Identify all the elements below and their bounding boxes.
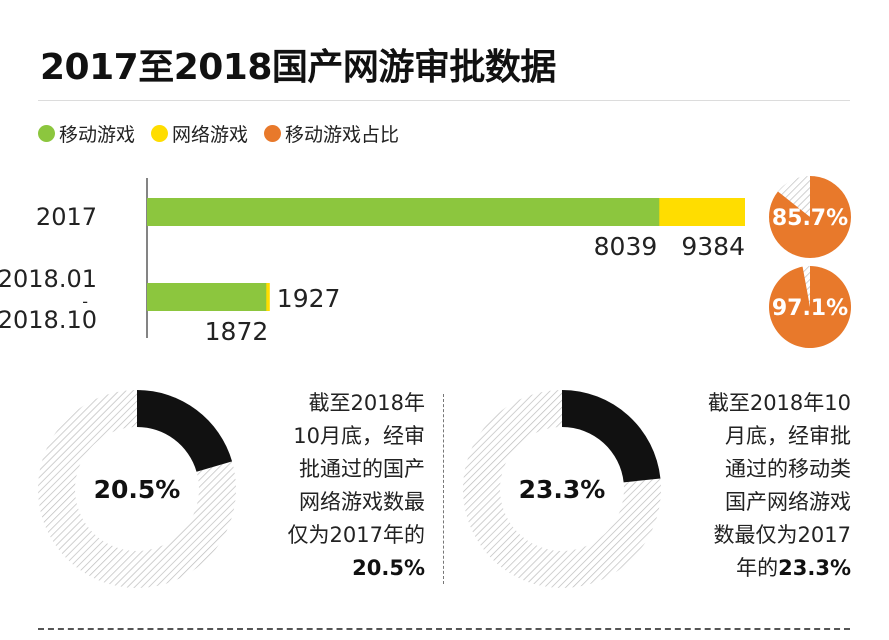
bar-mobile-1 bbox=[147, 198, 660, 226]
page-title: 2017至2018国产网游审批数据 bbox=[40, 47, 556, 88]
title-divider bbox=[38, 100, 850, 101]
legend-item-ratio: 移动游戏占比 bbox=[264, 120, 399, 147]
legend-item-online: 网络游戏 bbox=[151, 120, 248, 147]
donut-1-caption-line-4: 网络游戏数最 bbox=[299, 490, 425, 514]
donut-2-label: 23.3% bbox=[519, 475, 606, 504]
donut-2-caption-line-5: 数最仅为2017 bbox=[713, 523, 851, 547]
bottom-divider bbox=[38, 628, 850, 630]
donut-2-caption: 截至2018年10 月底，经审批 通过的移动类 国产网络游戏 数最仅为2017 … bbox=[708, 387, 851, 585]
legend-dot-online bbox=[151, 125, 169, 142]
donut-1-segment bbox=[137, 390, 233, 472]
category-label-2-1: 2018.01 bbox=[0, 265, 97, 293]
donut-2-caption-line-2: 月底，经审批 bbox=[725, 424, 851, 448]
category-label-2-2: - bbox=[82, 292, 88, 311]
legend-item-mobile: 移动游戏 bbox=[38, 120, 135, 147]
bar-chart: 2017 2018.01-2018.10 8039 9384 1927 1872 bbox=[0, 178, 745, 346]
value-label-mobile-1: 8039 bbox=[594, 232, 658, 261]
ratio-pie-slice-2 bbox=[768, 266, 851, 348]
donut-2-caption-line-3: 通过的移动类 bbox=[725, 457, 851, 481]
legend-label-mobile: 移动游戏 bbox=[59, 124, 136, 146]
ratio-pie-label-1: 85.7% bbox=[772, 206, 848, 231]
ratio-pie-label-2: 97.1% bbox=[772, 296, 848, 321]
donut-2-caption-bold: 23.3% bbox=[778, 556, 851, 580]
donut-1-caption-line-3: 批通过的国产 bbox=[299, 457, 425, 481]
donut-1-caption-line-2: 10月底，经审 bbox=[293, 424, 425, 448]
donut-2-caption-prefix: 年的 bbox=[736, 556, 779, 580]
donut-1-caption-line-5: 仅为2017年的 bbox=[287, 523, 425, 547]
legend-dot-mobile bbox=[38, 125, 55, 142]
value-label-online-2: 1927 bbox=[277, 284, 341, 313]
donut-charts: 20.5% 23.3% bbox=[38, 390, 661, 589]
legend-label-ratio: 移动游戏占比 bbox=[285, 124, 400, 146]
donut-2-caption-line-4: 国产网络游戏 bbox=[725, 490, 851, 514]
legend: 移动游戏 网络游戏 移动游戏占比 bbox=[38, 120, 399, 147]
donut-1-caption: 截至2018年 10月底，经审 批通过的国产 网络游戏数最 仅为2017年的 2… bbox=[288, 387, 425, 585]
category-label-2-3: 2018.10 bbox=[0, 306, 97, 334]
value-label-mobile-2: 1872 bbox=[205, 317, 269, 346]
donut-1-caption-bold: 20.5% bbox=[352, 556, 425, 580]
ratio-pies: 85.7% 97.1% bbox=[768, 176, 851, 348]
bar-mobile-2 bbox=[147, 283, 267, 311]
middle-divider bbox=[443, 394, 444, 584]
donut-1-caption-line-1: 截至2018年 bbox=[308, 391, 425, 415]
ratio-pie-slice-1 bbox=[769, 176, 851, 258]
value-label-online-1: 9384 bbox=[681, 232, 745, 261]
donut-1-label: 20.5% bbox=[94, 475, 181, 504]
donut-2-caption-line-1: 截至2018年10 bbox=[707, 391, 851, 415]
legend-dot-ratio bbox=[264, 125, 282, 142]
donut-2-segment bbox=[562, 390, 661, 483]
category-label-1-1: 2017 bbox=[36, 203, 97, 231]
legend-label-online: 网络游戏 bbox=[172, 124, 249, 146]
